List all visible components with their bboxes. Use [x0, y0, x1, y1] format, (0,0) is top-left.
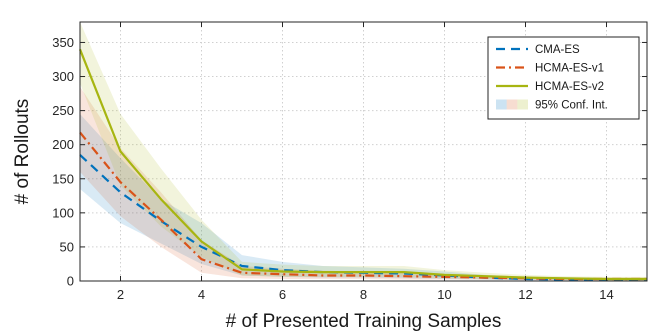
y-tick-label: 0	[67, 274, 74, 289]
legend-ci-swatch	[517, 99, 528, 110]
x-tick-label: 14	[599, 287, 613, 302]
series-line	[79, 131, 647, 281]
legend-ci-swatch	[496, 99, 507, 110]
y-tick-label: 150	[52, 171, 74, 186]
series-lines	[78, 48, 647, 281]
legend-label: 95% Conf. Int.	[535, 100, 608, 112]
y-axis-label: # of Rollouts	[12, 99, 33, 205]
legend-box	[487, 36, 640, 120]
legend-label: HCMA-ES-v2	[535, 81, 604, 93]
legend-ci-swatch	[506, 99, 518, 110]
x-axis-label: # of Presented Training Samples	[226, 311, 502, 332]
legend: CMA-ES HCMA-ES-v1 HCMA-ES-v2 95% Conf. Int.	[487, 36, 640, 120]
series-line	[78, 48, 647, 281]
legend-label: CMA-ES	[535, 44, 580, 56]
y-tick-labels: 0 50 100 150 200 250 300 350	[52, 35, 74, 289]
y-tick-label: 100	[52, 205, 74, 220]
x-tick-labels: 2 4 6 8 10 12 14	[117, 287, 614, 302]
y-tick-label: 250	[52, 103, 74, 118]
x-tick-label: 2	[117, 287, 124, 302]
x-tick-label: 6	[279, 287, 286, 302]
x-tick-label: 12	[518, 287, 532, 302]
legend-label: HCMA-ES-v1	[535, 63, 604, 75]
axis-ticks	[80, 22, 647, 282]
y-tick-label: 300	[52, 69, 74, 84]
x-tick-label: 8	[360, 287, 367, 302]
x-tick-label: 10	[437, 287, 451, 302]
y-tick-label: 50	[60, 239, 74, 254]
y-tick-label: 200	[52, 137, 74, 152]
y-tick-label: 350	[52, 35, 74, 50]
x-tick-label: 4	[198, 287, 205, 302]
